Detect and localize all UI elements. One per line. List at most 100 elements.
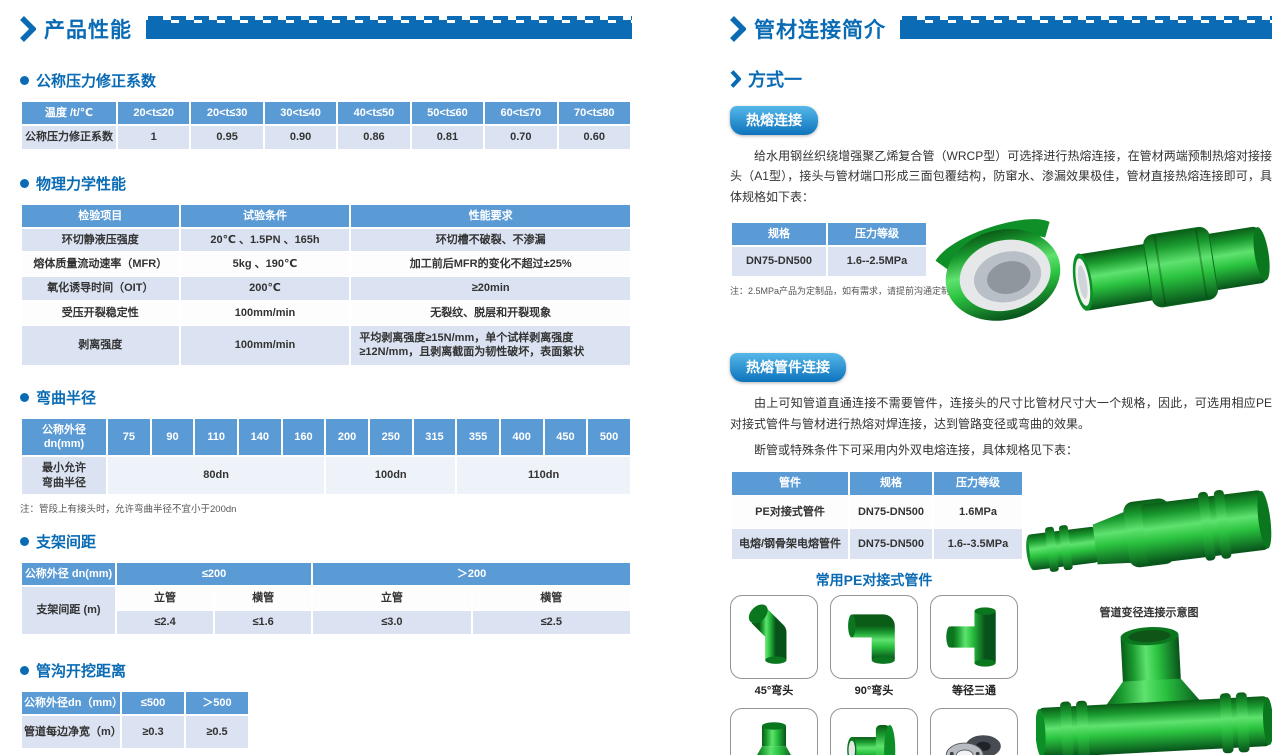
bullet-icon	[20, 536, 29, 546]
section-heading-pressure: 公称压力修正系数	[20, 70, 632, 91]
cell: 0.60	[556, 124, 633, 151]
cell: 电熔/钢骨架电熔管件	[730, 526, 850, 562]
bullet-icon	[20, 178, 29, 188]
col-header: 管件	[730, 470, 850, 497]
col-header: ≤500	[120, 689, 186, 717]
bending-radius-table: 公称外径 dn(mm) 75 90 110 140 160 200 250 31…	[20, 416, 632, 496]
fitting-card	[830, 595, 918, 680]
row-label: 公称压力修正系数	[20, 124, 118, 151]
col-header: 60<t≤70	[483, 99, 559, 127]
cell: 0.81	[409, 124, 486, 151]
figure-caption: 管道变径连接示意图	[1099, 607, 1199, 620]
fusion-badge: 热熔连接	[730, 106, 818, 135]
section-heading-trench: 管沟开挖距离	[20, 660, 632, 681]
fitting-label: 等径三通	[952, 685, 996, 698]
table-row: 公称外径 dn(mm) ≤200 ＞200	[19, 560, 632, 588]
table-row: 环切静液压强度 20℃ 、1.5PN 、165h 环切槽不破裂、不渗漏	[20, 226, 632, 254]
section-title: 支架间距	[36, 533, 97, 551]
col-header: 20<t≤30	[189, 99, 265, 127]
table-row: 管件 规格 压力等级	[730, 470, 1024, 497]
table-row: 剥离强度 100mm/min 平均剥离强度≥15N/mm，单个试样剥离强度≥12…	[20, 324, 632, 367]
table-row: 温度 /t/℃ 20<t≤20 20<t≤30 30<t≤40 40<t≤50 …	[20, 99, 633, 127]
cell: 100mm/min	[178, 299, 352, 327]
fitting-item: 等径三通	[930, 595, 1018, 698]
elbow-45-icon	[748, 604, 787, 665]
table-row: 最小允许 弯曲半径 80dn 100dn 110dn	[20, 455, 632, 496]
flange-adapter-icon	[847, 725, 896, 755]
reducer-connection-image	[1026, 490, 1272, 573]
page-product-performance: 产品性能 公称压力修正系数 温度 /t/℃ 20<t≤20 20<t≤30 30…	[19, 14, 633, 751]
col-header: 500	[586, 416, 632, 458]
page-title: 产品性能	[44, 19, 132, 42]
row-label: 支架间距 (m)	[19, 585, 118, 636]
cell: 100mm/min	[178, 324, 352, 367]
label-line: 弯曲半径	[42, 476, 86, 489]
fusion-spec-row: 规格 压力等级 DN75-DN500 1.6--2.5MPa 注：2.5MPa产…	[730, 219, 1272, 353]
trench-excavation-table: 公称外径dn（mm） ≤500 ＞500 管道每边净宽（m） ≥0.3 ≥0.5	[20, 689, 250, 751]
reducer-icon	[757, 722, 791, 755]
fitting-bottom-row: 管件 规格 压力等级 PE对接式管件 DN75-DN500 1.6MPa 电熔/…	[730, 470, 1272, 755]
section-title: 公称压力修正系数	[36, 73, 157, 90]
col-header: 规格	[848, 470, 934, 497]
table-row: 氧化诱导时间（OIT） 200℃ ≥20min	[20, 275, 632, 302]
cell: 无裂纹、脱层和开裂现象	[349, 299, 632, 327]
reducer-connection-figure: 管道变径连接示意图	[1026, 462, 1272, 620]
fusion-note: 注：2.5MPa产品为定制品，如有需求，请提前沟通定制	[730, 285, 951, 296]
cell: DN75-DN500	[848, 494, 934, 529]
chevron-icon	[730, 16, 746, 42]
label-line: 最小允许	[42, 462, 86, 475]
cell: 平均剥离强度≥15N/mm，单个试样剥离强度≥12N/mm，且剥离截面为韧性破坏…	[349, 324, 632, 367]
branch-connection-image	[1035, 627, 1272, 755]
cell: 0.70	[483, 124, 559, 151]
sub-header: 立管	[115, 585, 216, 612]
cell: DN75-DN500	[848, 526, 934, 562]
fitting-label: 90°弯头	[854, 685, 894, 698]
col-header: 试验条件	[178, 202, 352, 229]
fitting-card	[730, 595, 818, 680]
section-heading-bracket: 支架间距	[20, 531, 632, 552]
section-title: 管沟开挖距离	[36, 662, 127, 680]
bracket-spacing-table: 公称外径 dn(mm) ≤200 ＞200 支架间距 (m) 立管 横管 立管 …	[19, 560, 633, 636]
merged-cell: 110dn	[455, 455, 632, 496]
cell: 环切静液压强度	[20, 226, 181, 254]
col-header: 250	[367, 416, 414, 458]
col-header: 75	[106, 416, 152, 458]
cell: ≤2.4	[115, 609, 216, 636]
table-row: 公称外径dn（mm） ≤500 ＞500	[20, 689, 250, 717]
col-header: 90	[149, 416, 196, 458]
table-row: 公称压力修正系数 1 0.95 0.90 0.86 0.81 0.70 0.60	[20, 124, 633, 151]
equal-tee-icon	[946, 607, 996, 667]
cell: 环切槽不破裂、不渗漏	[349, 226, 632, 254]
cell: ≤3.0	[311, 609, 473, 636]
pipe-fusion-joint-image	[1072, 227, 1270, 311]
fitting-item: 90°弯头	[830, 595, 918, 698]
table-row: 支架间距 (m) 立管 横管 立管 横管	[19, 585, 633, 636]
col-header: 检验项目	[20, 202, 181, 229]
table-row: 规格 压力等级	[730, 221, 928, 248]
bullet-icon	[20, 665, 29, 675]
col-header: 315	[411, 416, 458, 458]
fitting-paragraph-2: 断管或特殊条件下可采用内外双电熔连接，具体规格见下表：	[754, 442, 1079, 457]
bending-note: 注：管段上有接头时，允许弯曲半径不宜小于200dn	[20, 503, 237, 515]
merged-cell: 100dn	[324, 455, 458, 496]
cell: ≤1.6	[213, 609, 314, 636]
cell: ≥0.3	[120, 714, 186, 751]
cell: 1.6--2.5MPa	[826, 245, 928, 278]
col-header: 压力等级	[826, 221, 928, 248]
bullet-icon	[20, 392, 29, 402]
col-header: 200	[324, 416, 370, 458]
col-header: 性能要求	[349, 202, 632, 229]
cell: 5kg 、190℃	[178, 251, 352, 278]
pipe-cutaway-image	[935, 219, 1061, 321]
col-header: 温度 /t/℃	[20, 99, 118, 127]
cell: 1	[115, 124, 192, 151]
col-header: ＞500	[184, 689, 250, 717]
fitting-item: 异径直接	[730, 708, 818, 755]
page-pipe-connection: 管材连接简介 方式一 热熔连接 给水用钢丝织绕增强聚乙烯复合管（WRCP型）可选…	[730, 14, 1272, 755]
cell: ≤2.5	[470, 609, 633, 636]
col-header: 400	[498, 416, 545, 458]
cell: ≥0.5	[184, 714, 250, 751]
dashed-bar	[146, 15, 632, 39]
cell: 剥离强度	[20, 324, 181, 367]
